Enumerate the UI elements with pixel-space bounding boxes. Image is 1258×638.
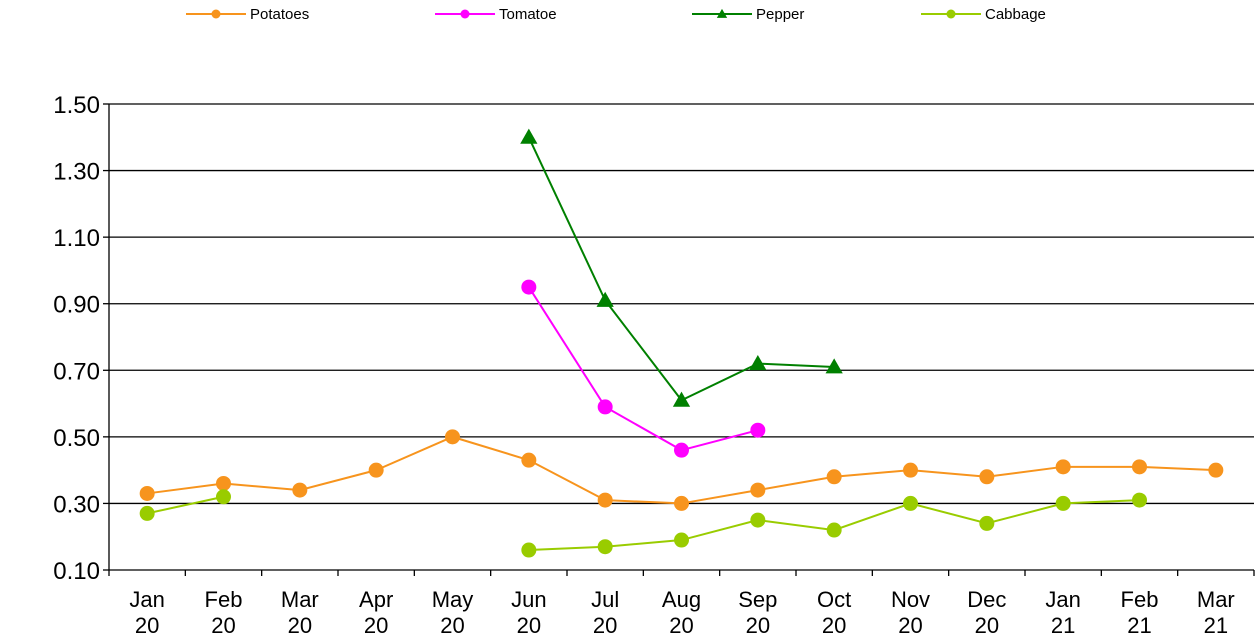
data-point bbox=[521, 279, 537, 295]
data-point bbox=[674, 532, 689, 548]
data-point bbox=[750, 422, 766, 438]
y-tick-label: 0.50 bbox=[53, 425, 100, 452]
legend-item-potatoes: Potatoes bbox=[186, 6, 309, 23]
legend-item-tomatoe: Tomatoe bbox=[435, 6, 557, 23]
legend-marker bbox=[211, 9, 221, 19]
legend-label: Potatoes bbox=[250, 6, 309, 23]
y-tick-label: 1.10 bbox=[53, 225, 100, 252]
y-tick-label: 1.50 bbox=[53, 92, 100, 119]
x-tick-label-year: 20 bbox=[669, 613, 693, 638]
legend-marker bbox=[946, 9, 956, 19]
data-point bbox=[368, 462, 384, 478]
data-point bbox=[139, 505, 155, 521]
x-tick-label: Sep bbox=[738, 587, 777, 612]
data-point bbox=[674, 442, 689, 458]
data-point bbox=[750, 512, 766, 528]
data-point bbox=[979, 469, 995, 485]
data-point bbox=[826, 469, 842, 485]
x-tick-label: Mar bbox=[281, 587, 319, 612]
x-tick-label: May bbox=[432, 587, 474, 612]
x-tick-label-year: 20 bbox=[364, 613, 388, 638]
axes: 0.100.300.500.700.901.101.301.50Jan20Feb… bbox=[53, 92, 1255, 638]
legend-item-pepper: Pepper bbox=[692, 6, 804, 23]
data-point bbox=[903, 462, 918, 478]
y-tick-label: 0.70 bbox=[53, 358, 100, 385]
data-point bbox=[521, 452, 537, 468]
x-tick-label: Jan bbox=[1045, 587, 1080, 612]
data-point bbox=[825, 358, 843, 374]
y-tick-label: 0.90 bbox=[53, 292, 100, 319]
data-point bbox=[520, 128, 538, 144]
data-point bbox=[903, 495, 918, 511]
y-tick-label: 1.30 bbox=[53, 159, 100, 186]
series-potatoes bbox=[139, 429, 1224, 511]
data-point bbox=[1132, 459, 1147, 475]
series-tomatoe bbox=[521, 279, 766, 458]
data-point bbox=[1055, 459, 1071, 475]
x-tick-label-year: 20 bbox=[822, 613, 846, 638]
y-tick-label: 0.30 bbox=[53, 491, 100, 518]
x-tick-label-year: 21 bbox=[1204, 613, 1228, 638]
data-point bbox=[216, 489, 231, 505]
data-point bbox=[292, 482, 308, 498]
legend-label: Pepper bbox=[756, 6, 804, 23]
x-tick-label-year: 20 bbox=[211, 613, 235, 638]
data-point bbox=[672, 391, 691, 407]
x-tick-label: Dec bbox=[967, 587, 1006, 612]
data-point bbox=[596, 291, 614, 307]
data-point bbox=[597, 539, 613, 555]
x-tick-label: Jun bbox=[511, 587, 546, 612]
x-tick-label-year: 21 bbox=[1127, 613, 1151, 638]
data-point bbox=[139, 485, 155, 501]
data-point bbox=[750, 482, 766, 498]
series-pepper bbox=[520, 128, 843, 407]
x-tick-label: Feb bbox=[1121, 587, 1159, 612]
x-tick-label: Feb bbox=[205, 587, 243, 612]
series-line bbox=[146, 495, 224, 515]
series-cabbage bbox=[139, 489, 1147, 558]
x-tick-label: Nov bbox=[891, 587, 930, 612]
x-tick-label: Apr bbox=[359, 587, 393, 612]
series-layer bbox=[139, 128, 1224, 558]
x-tick-label-year: 21 bbox=[1051, 613, 1075, 638]
legend-label: Tomatoe bbox=[499, 6, 557, 23]
x-tick-label-year: 20 bbox=[440, 613, 464, 638]
data-point bbox=[521, 542, 537, 558]
legend-marker bbox=[716, 8, 728, 18]
data-point bbox=[674, 495, 689, 511]
x-tick-label-year: 20 bbox=[898, 613, 922, 638]
x-tick-label-year: 20 bbox=[593, 613, 617, 638]
x-tick-label-year: 20 bbox=[517, 613, 541, 638]
legend-label: Cabbage bbox=[985, 6, 1046, 23]
legend: Potatoes Tomatoe Pepper Cabbage bbox=[186, 6, 1046, 23]
y-tick-label: 0.10 bbox=[53, 558, 100, 585]
data-point bbox=[445, 429, 460, 445]
data-point bbox=[1055, 495, 1071, 511]
series-line bbox=[527, 286, 759, 452]
x-tick-label-year: 20 bbox=[975, 613, 999, 638]
x-tick-label: Jul bbox=[591, 587, 619, 612]
x-tick-label: Mar bbox=[1197, 587, 1235, 612]
x-tick-label-year: 20 bbox=[135, 613, 159, 638]
x-tick-label: Aug bbox=[662, 587, 701, 612]
data-point bbox=[826, 522, 842, 538]
data-point bbox=[979, 515, 995, 531]
data-point bbox=[1132, 492, 1147, 508]
x-tick-label: Jan bbox=[129, 587, 164, 612]
x-tick-label: Oct bbox=[817, 587, 851, 612]
data-point bbox=[216, 475, 231, 491]
data-point bbox=[597, 492, 613, 508]
x-tick-label-year: 20 bbox=[288, 613, 312, 638]
x-tick-label-year: 20 bbox=[746, 613, 770, 638]
legend-marker bbox=[460, 9, 470, 19]
data-point bbox=[597, 399, 613, 415]
data-point bbox=[749, 355, 767, 371]
legend-item-cabbage: Cabbage bbox=[921, 6, 1046, 23]
data-point bbox=[1208, 462, 1224, 478]
